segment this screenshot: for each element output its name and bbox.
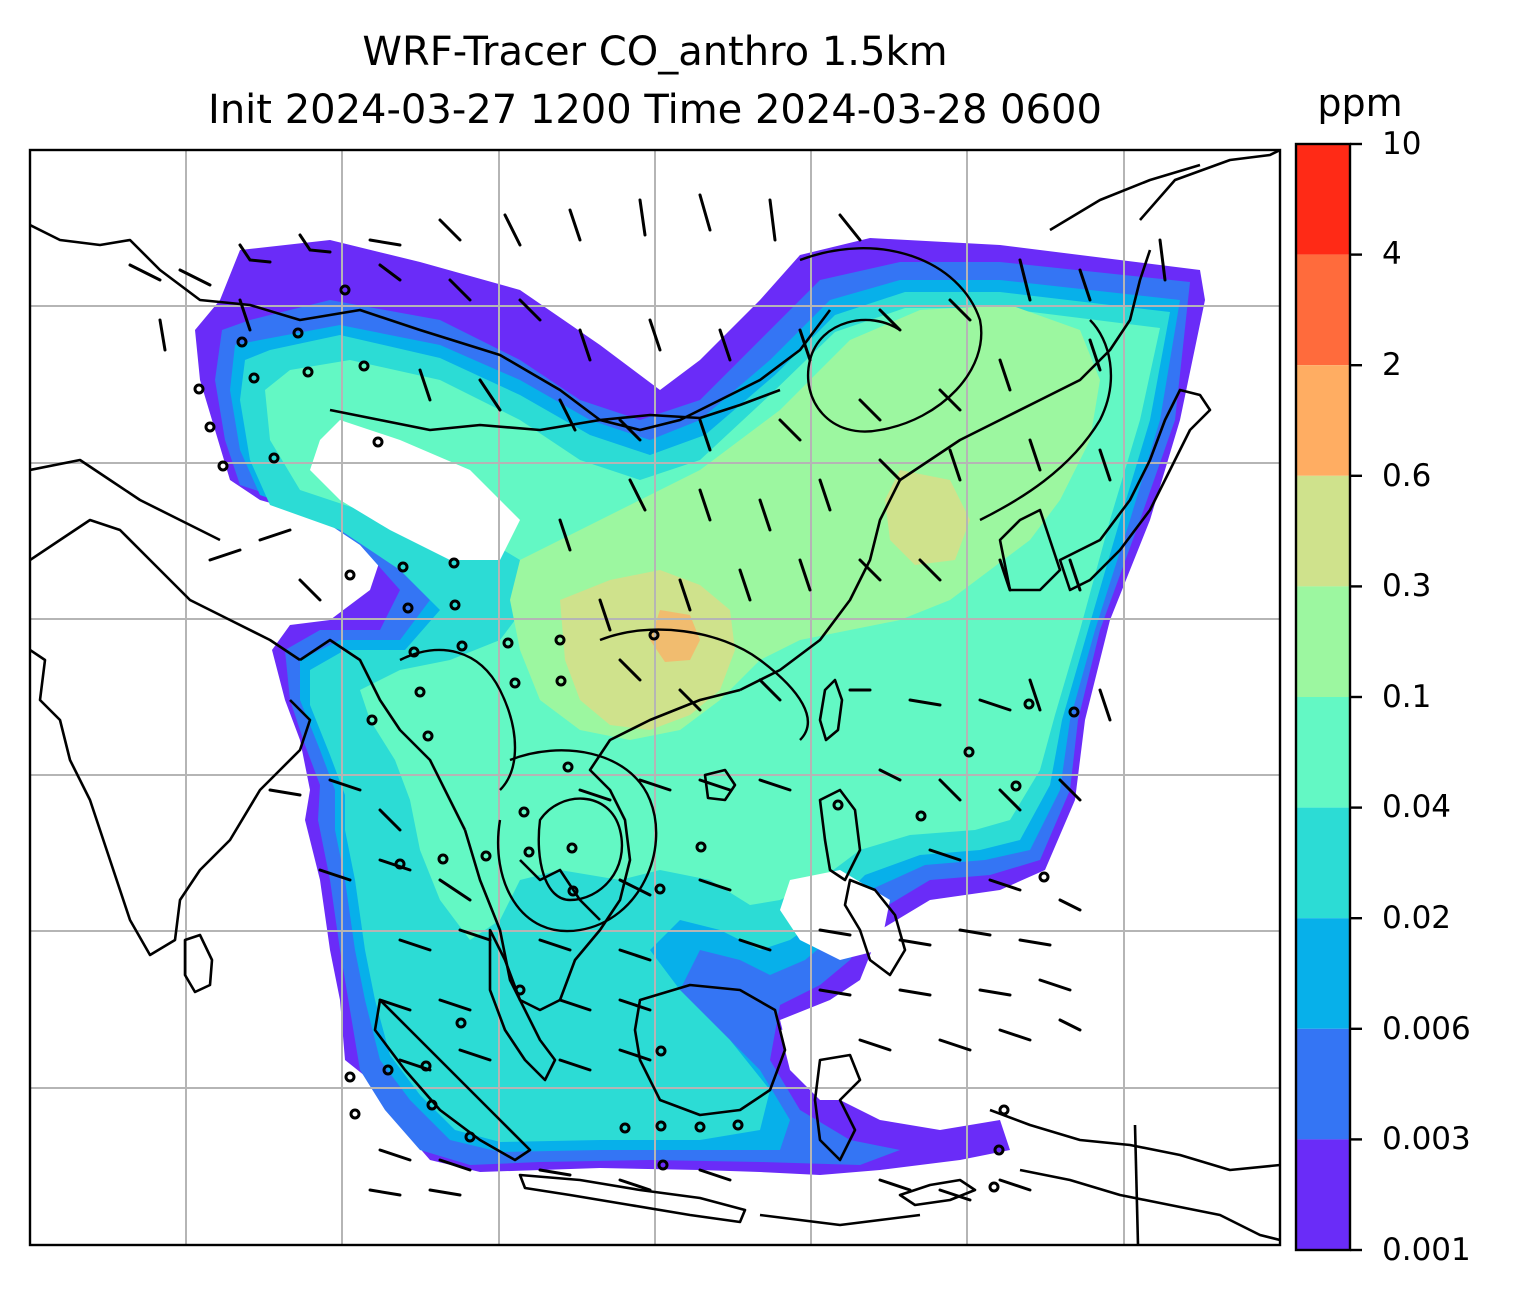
field-layer-0.6: [650, 610, 700, 662]
colorbar-bin: [1296, 586, 1350, 697]
colorbar-tick-label: 0.001: [1382, 1232, 1471, 1268]
colorbar-tick-label: 10: [1382, 126, 1422, 162]
field-layer-0.3b: [885, 470, 970, 565]
philippine-islands: [843, 878, 907, 977]
colorbar-bin: [1296, 697, 1350, 808]
colorbar-tick-label: 0.1: [1382, 679, 1432, 715]
russia-east: [1049, 163, 1201, 232]
taiwan: [818, 678, 844, 742]
luzon: [818, 788, 862, 882]
field-gap-himalaya: [310, 420, 520, 560]
sumatra: [373, 998, 532, 1162]
japan: [1058, 388, 1212, 592]
colorbar-tick-label: 0.3: [1382, 568, 1432, 604]
india-coast: [30, 648, 312, 957]
new-guinea: [989, 1108, 1280, 1172]
colorbar-tick-label: 0.02: [1382, 900, 1452, 936]
gulf-of-thailand: [519, 859, 601, 921]
colorbar-bin: [1296, 1028, 1350, 1140]
colorbar-bin: [1296, 1139, 1350, 1250]
map-frame: [28, 148, 1282, 1247]
colorbar-unit-label: ppm: [1317, 81, 1403, 125]
colorbar-tick-label: 4: [1382, 236, 1402, 272]
calm-wind-markers: [193, 284, 1080, 1193]
colorbar-bin: [1296, 918, 1350, 1029]
colorbar-bin: [1296, 475, 1350, 587]
colorbar-ticks: [1350, 142, 1362, 1252]
colorbar-bin: [1296, 144, 1350, 255]
sulawesi: [813, 1053, 862, 1162]
png-border: [1133, 1124, 1140, 1245]
mongolia-border: [329, 388, 781, 432]
colorbar-tick-label: 0.003: [1382, 1121, 1471, 1157]
colorbar-tick-label: 2: [1382, 347, 1402, 383]
colorbar-tick-label: 0.006: [1382, 1011, 1471, 1047]
map-title-line-2: Init 2024-03-27 1200 Time 2024-03-28 060…: [208, 87, 1102, 133]
timor: [898, 1178, 977, 1207]
central-asia-border: [30, 223, 832, 432]
lesser-sunda: [759, 1213, 921, 1227]
india-north-border: [30, 518, 301, 662]
hokkaido: [1139, 150, 1280, 221]
hainan: [703, 768, 737, 802]
java: [518, 1173, 747, 1224]
malay-peninsula: [488, 928, 557, 1082]
map-title-line-1: WRF-Tracer CO_anthro 1.5km: [362, 29, 948, 75]
bay-of-bengal-coast: [299, 638, 467, 831]
colorbar: [1294, 142, 1362, 1252]
colorbar-tick-label: 0.04: [1382, 789, 1452, 825]
sri-lanka: [183, 933, 214, 994]
china-coast: [739, 249, 1152, 692]
korea: [998, 508, 1062, 592]
wind-barbs: [128, 193, 1167, 1202]
himalaya-border: [30, 458, 221, 542]
colorbar-bin: [1296, 365, 1350, 476]
contour-lines: [399, 247, 1113, 933]
colorbar-bin: [1296, 254, 1350, 366]
colorbar-bin: [1296, 807, 1350, 919]
new-guinea-south: [1019, 1168, 1280, 1242]
colorbar-tick-label: 0.6: [1382, 458, 1432, 494]
